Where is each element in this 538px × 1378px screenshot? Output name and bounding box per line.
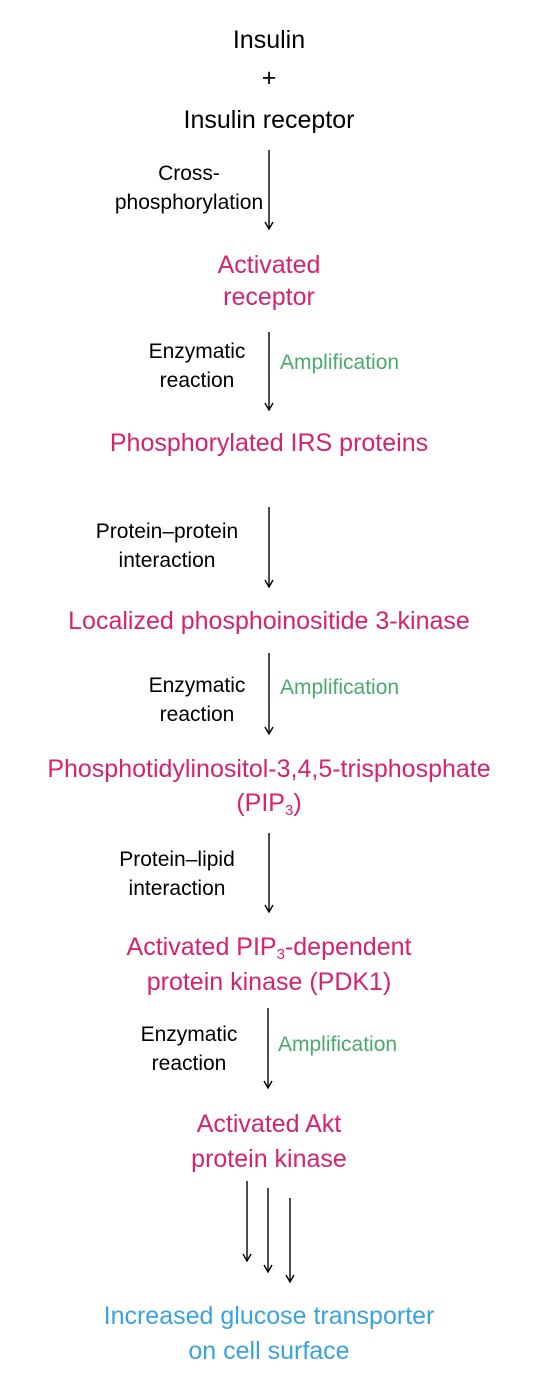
node-phosphorylated-irs: Phosphorylated IRS proteins [109, 429, 429, 457]
pdk1-sub: 3 [276, 946, 285, 963]
plus-sign: + [261, 64, 277, 92]
amplification-label-3: Amplification [278, 1033, 398, 1056]
amplification-label-1: Amplification [280, 351, 400, 374]
node-akt-line2: protein kinase [191, 1145, 347, 1173]
step-label-protein-lipid: Protein–lipid interaction [57, 845, 297, 903]
node-pip3-line2: (PIP3) [0, 787, 538, 819]
step4-line1: Enzymatic [148, 674, 246, 697]
arrow-6 [263, 1008, 273, 1090]
pip3-post: ) [293, 789, 302, 817]
node-akt-line1: Activated Akt [196, 1110, 342, 1138]
step-label-enzymatic-1: Enzymatic reaction [77, 337, 317, 395]
pdk1-post: -dependent [284, 933, 412, 961]
node-glucose-transporter-line2: on cell surface [188, 1337, 350, 1365]
arrow-7a [242, 1181, 252, 1263]
node-activated-receptor-line1: Activated [217, 251, 321, 279]
arrow-3 [264, 507, 274, 589]
step3-line1: Protein–protein [95, 520, 239, 543]
step2-line2: reaction [159, 369, 235, 392]
step2-line1: Enzymatic [148, 340, 246, 363]
step-label-enzymatic-3: Enzymatic reaction [69, 1020, 309, 1078]
arrow-7b [263, 1188, 273, 1274]
step4-line2: reaction [159, 703, 235, 726]
arrow-5 [264, 833, 274, 914]
step6-line2: reaction [151, 1052, 227, 1075]
step3-line2: interaction [118, 549, 216, 572]
step1-line2: phosphorylation [114, 191, 264, 214]
step6-line1: Enzymatic [140, 1023, 238, 1046]
arrow-2 [264, 332, 274, 412]
node-glucose-transporter-line1: Increased glucose transporter [103, 1302, 435, 1330]
node-pi3-kinase: Localized phosphoinositide 3-kinase [68, 607, 470, 635]
pip3-sub: 3 [284, 802, 294, 819]
step-label-protein-protein: Protein–protein interaction [47, 517, 287, 575]
node-pip3-line1: Phosphotidylinositol-3,4,5-trisphosphate [47, 755, 491, 783]
node-insulin-receptor: Insulin receptor [183, 106, 355, 134]
step5-line2: interaction [128, 877, 226, 900]
pdk1-pre: Activated PIP [126, 933, 277, 961]
node-pdk1-line1: Activated PIP3-dependent [0, 931, 538, 963]
step1-line1: Cross- [158, 162, 220, 185]
node-pdk1-line2: protein kinase (PDK1) [146, 968, 392, 996]
arrow-1 [264, 150, 274, 231]
arrow-7c [285, 1198, 295, 1284]
node-insulin: Insulin [232, 26, 306, 54]
step-label-cross-phosphorylation: Cross- phosphorylation [69, 159, 309, 217]
arrow-4 [264, 653, 274, 736]
pip3-pre: (PIP [236, 789, 285, 817]
node-activated-receptor-line2: receptor [223, 283, 315, 311]
amplification-label-2: Amplification [280, 676, 400, 699]
step5-line1: Protein–lipid [119, 848, 235, 871]
step-label-enzymatic-2: Enzymatic reaction [77, 671, 317, 729]
